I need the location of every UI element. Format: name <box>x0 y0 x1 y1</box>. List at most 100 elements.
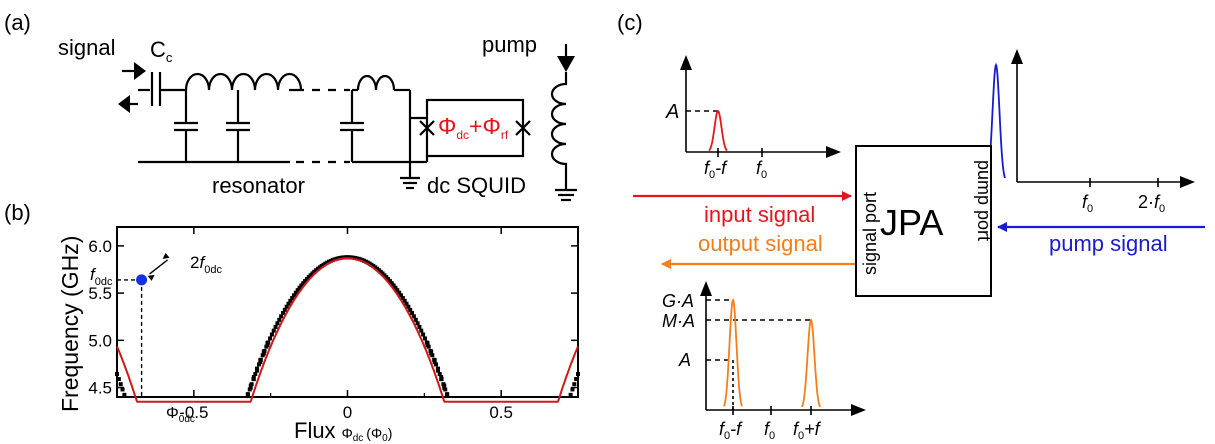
x-tick-label: -0.5 <box>179 403 208 422</box>
measured-point <box>572 382 577 387</box>
signal-port-label: signal port <box>860 192 880 275</box>
measured-point <box>268 336 273 341</box>
input-tick-f0-minus-f: f0-f <box>704 158 728 181</box>
signal-out-arrow <box>118 95 138 113</box>
measured-point <box>570 387 575 392</box>
y-tick-label: 4.5 <box>88 379 112 398</box>
measured-point <box>116 377 121 382</box>
measured-point <box>574 377 579 382</box>
measured-point <box>292 293 297 298</box>
shunt-capacitor <box>174 90 364 162</box>
measured-series <box>115 255 580 399</box>
modulation-arrowhead <box>147 274 155 281</box>
panel-label-c: (c) <box>617 10 643 35</box>
measured-point <box>425 341 430 348</box>
coupling-capacitor <box>150 72 162 106</box>
measured-point <box>398 293 403 298</box>
pump-tick-2f0: 2·f0 <box>1138 192 1165 215</box>
measured-point <box>429 349 434 356</box>
measured-point <box>434 362 439 367</box>
circuit-panel: (a) signal Cc <box>4 10 577 202</box>
measured-point <box>248 383 253 390</box>
measured-point <box>404 301 409 306</box>
squid-loop <box>400 98 531 190</box>
input-signal-label: input signal <box>704 202 815 227</box>
measured-point <box>422 336 427 341</box>
output-idler-label: M·A <box>662 311 695 331</box>
resonator-label: resonator <box>212 173 305 198</box>
measured-point <box>256 362 261 367</box>
output-gain-label: G·A <box>662 291 694 311</box>
measured-point <box>415 321 420 326</box>
squid-label: dc SQUID <box>427 173 526 198</box>
pump-label: pump <box>482 32 537 57</box>
phi0dc-label: Φ0dc <box>166 405 195 425</box>
measured-point <box>118 382 123 387</box>
flux-frequency-chart: -0.5 0 0.5 4.5 5.0 5.5 6.0 f0dc 2f0dc Φ0dc Frequ… <box>57 226 580 444</box>
jpa-label: JPA <box>880 202 943 243</box>
measured-point <box>408 307 413 312</box>
measured-point <box>421 332 426 337</box>
measured-point <box>386 277 391 282</box>
measured-point <box>419 328 424 333</box>
y-axis-label: Frequency (GHz) <box>57 236 83 412</box>
y-tick-label: 5.0 <box>88 331 112 350</box>
measured-point <box>303 279 308 284</box>
measured-point <box>576 372 580 377</box>
measured-point <box>417 324 422 329</box>
resonator-inductor <box>184 72 303 91</box>
measured-point <box>406 304 411 309</box>
measured-point <box>115 372 119 377</box>
measured-point <box>295 288 300 293</box>
measured-point <box>432 358 437 365</box>
measured-point <box>445 392 450 399</box>
x-tick-label: 0 <box>343 403 352 422</box>
output-spectrum: G·A M·A A f0-f f0 f0+f <box>662 281 866 442</box>
input-tick-f0: f0 <box>756 158 767 181</box>
pump-signal-label: pump signal <box>1049 231 1168 256</box>
measured-point <box>436 366 441 373</box>
measured-point <box>251 375 256 382</box>
measured-point <box>279 314 284 319</box>
measured-point <box>280 311 285 316</box>
measured-point <box>284 304 289 309</box>
measured-point <box>389 281 394 286</box>
measured-point <box>282 307 287 312</box>
measured-point <box>439 375 444 382</box>
pump-coil <box>550 72 577 202</box>
measured-point <box>293 290 298 295</box>
measured-point <box>269 332 274 337</box>
measured-point <box>393 285 398 290</box>
pump-spectrum: f0 2·f0 <box>986 49 1195 215</box>
operating-point <box>136 274 148 286</box>
measured-point <box>275 321 280 326</box>
y-tick-label: 5.5 <box>88 284 112 303</box>
signal-label: signal <box>58 35 115 60</box>
measured-point <box>120 387 125 392</box>
y-tick-label: 6.0 <box>88 237 112 256</box>
resonator-inductor-end <box>356 74 396 91</box>
two-f0dc-label: 2f0dc <box>190 253 222 276</box>
measured-point <box>286 301 291 306</box>
x-axis-label: Flux Φdc (Φ0) <box>294 418 392 444</box>
measured-point <box>299 283 304 288</box>
coupling-cap-label: Cc <box>150 37 173 65</box>
measured-point <box>397 290 402 295</box>
signal-in-arrow <box>122 62 146 80</box>
measured-point <box>245 392 250 399</box>
measured-point <box>258 358 263 365</box>
measured-point <box>437 372 442 377</box>
measured-point <box>277 317 282 322</box>
measured-point <box>568 392 573 397</box>
output-amplitude-label: A <box>678 350 691 370</box>
f0dc-label: f0dc <box>90 265 113 288</box>
measured-point <box>122 392 127 397</box>
panel-label-b: (b) <box>4 200 31 225</box>
measured-point <box>387 279 392 284</box>
input-spectrum: A f0-f f0 <box>665 55 841 181</box>
pump-tick-f0: f0 <box>1082 192 1093 215</box>
measured-point <box>288 298 293 303</box>
measured-point <box>391 283 396 288</box>
output-tick-f0: f0 <box>764 419 775 442</box>
measured-point <box>410 311 415 316</box>
